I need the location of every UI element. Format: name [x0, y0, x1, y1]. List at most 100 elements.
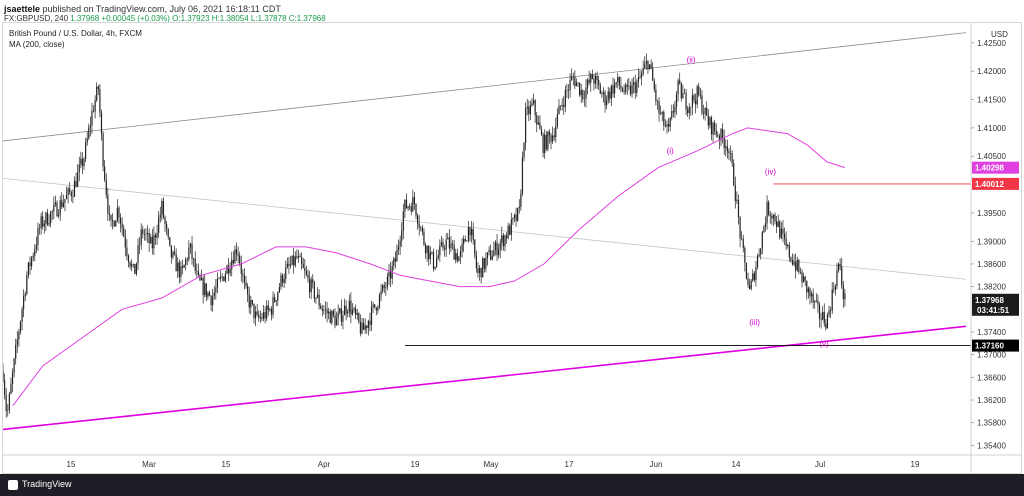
candle-body — [745, 262, 748, 279]
candle-body — [442, 242, 444, 249]
candle-body — [677, 80, 679, 94]
candle-body — [756, 256, 759, 268]
candle-body — [752, 273, 754, 281]
candle-body — [107, 194, 109, 214]
candle-body — [655, 89, 657, 101]
candle-body — [548, 131, 551, 136]
candle-body — [23, 296, 25, 310]
ohlc-line: FX:GBPUSD, 240 1.37968 +0.00045 (+0.03%)… — [4, 14, 326, 23]
candle-body — [428, 245, 430, 260]
candle-body — [714, 122, 716, 131]
candle-body — [85, 142, 87, 160]
level-price-tag — [972, 339, 1019, 352]
price-chart[interactable]: (i)(ii)(iii)(iv)(v) 1.400121.37160USD1.4… — [3, 23, 1021, 473]
candle-body — [401, 230, 403, 241]
wave-label: (iii) — [749, 318, 760, 327]
tradingview-logo-icon[interactable] — [8, 480, 18, 490]
candle-body — [339, 308, 341, 313]
candle-body — [5, 394, 7, 411]
candle-body — [768, 202, 770, 215]
candle-body — [556, 114, 558, 126]
candle-body — [783, 233, 786, 239]
candle-body — [61, 200, 63, 207]
candle-body — [793, 262, 795, 265]
candle-body — [264, 311, 266, 319]
candle-body — [818, 304, 821, 319]
candle-body — [539, 122, 541, 130]
candle-body — [30, 257, 33, 267]
price-tick-label: 1.37000 — [977, 351, 1006, 360]
footer-brand[interactable]: TradingView — [22, 479, 72, 489]
candle-body — [151, 236, 153, 249]
candle-body — [229, 269, 231, 274]
candle-body — [640, 73, 643, 78]
candle-body — [218, 278, 220, 280]
candle-body — [499, 242, 501, 250]
candle-body — [774, 214, 776, 222]
candle-body — [588, 79, 590, 83]
time-tick-label: Apr — [318, 460, 331, 469]
candle-body — [288, 263, 290, 266]
price-tag-label: 1.37968 — [975, 296, 1004, 305]
candle-body — [355, 308, 357, 315]
candle-body — [567, 90, 570, 91]
candle-body — [737, 199, 740, 218]
candle-body — [328, 311, 330, 314]
candle-body — [782, 228, 784, 234]
level-price-label: 1.40012 — [975, 180, 1004, 189]
candle-body — [517, 207, 519, 221]
candle-body — [830, 310, 832, 311]
candle-body — [520, 193, 522, 207]
price-tick-label: 1.42500 — [977, 39, 1006, 48]
chart-area[interactable]: (i)(ii)(iii)(iv)(v) 1.400121.37160USD1.4… — [2, 22, 1022, 474]
candle-body — [544, 134, 546, 154]
candle-body — [224, 273, 226, 281]
candle-body — [577, 82, 579, 84]
candle-body — [620, 85, 622, 89]
candle-body — [725, 146, 727, 148]
candle-body — [378, 294, 381, 308]
publish-line: jsaettele published on TradingView.com, … — [4, 4, 281, 14]
candle-body — [709, 117, 711, 126]
candle-body — [744, 248, 746, 263]
candle-body — [788, 245, 790, 258]
candle-body — [88, 127, 90, 139]
candle-body — [281, 275, 284, 283]
candle-body — [43, 223, 45, 227]
author-name[interactable]: jsaettele — [4, 4, 41, 14]
candle-body — [766, 202, 768, 224]
candle-body — [526, 106, 528, 109]
candle-body — [11, 372, 14, 384]
candle-body — [596, 75, 598, 81]
candle-body — [634, 82, 636, 93]
candle-body — [178, 262, 180, 278]
candle-body — [261, 317, 263, 319]
candle-body — [679, 80, 681, 84]
candle-body — [77, 172, 79, 187]
candle-body — [683, 92, 686, 94]
candle-body — [235, 249, 238, 255]
candle-body — [148, 232, 150, 244]
candle-body — [367, 320, 369, 328]
candle-body — [471, 229, 473, 236]
candle-body — [834, 286, 836, 290]
candle-body — [663, 112, 665, 126]
candle-body — [137, 245, 139, 264]
candle-body — [397, 246, 400, 250]
candle-body — [550, 135, 552, 142]
candle-body — [607, 91, 609, 101]
candle-body — [710, 117, 713, 135]
candle-body — [455, 253, 457, 260]
candle-body — [57, 214, 60, 217]
candle-body — [40, 216, 42, 229]
candle-body — [461, 244, 463, 251]
candle-body — [810, 293, 813, 297]
candle-body — [537, 122, 539, 125]
candle-body — [555, 125, 557, 138]
candle-body — [672, 111, 674, 113]
candle-body — [150, 236, 152, 244]
candle-body — [348, 300, 350, 312]
candle-body — [191, 243, 193, 259]
candle-body — [510, 219, 512, 235]
candle-body — [197, 271, 199, 275]
